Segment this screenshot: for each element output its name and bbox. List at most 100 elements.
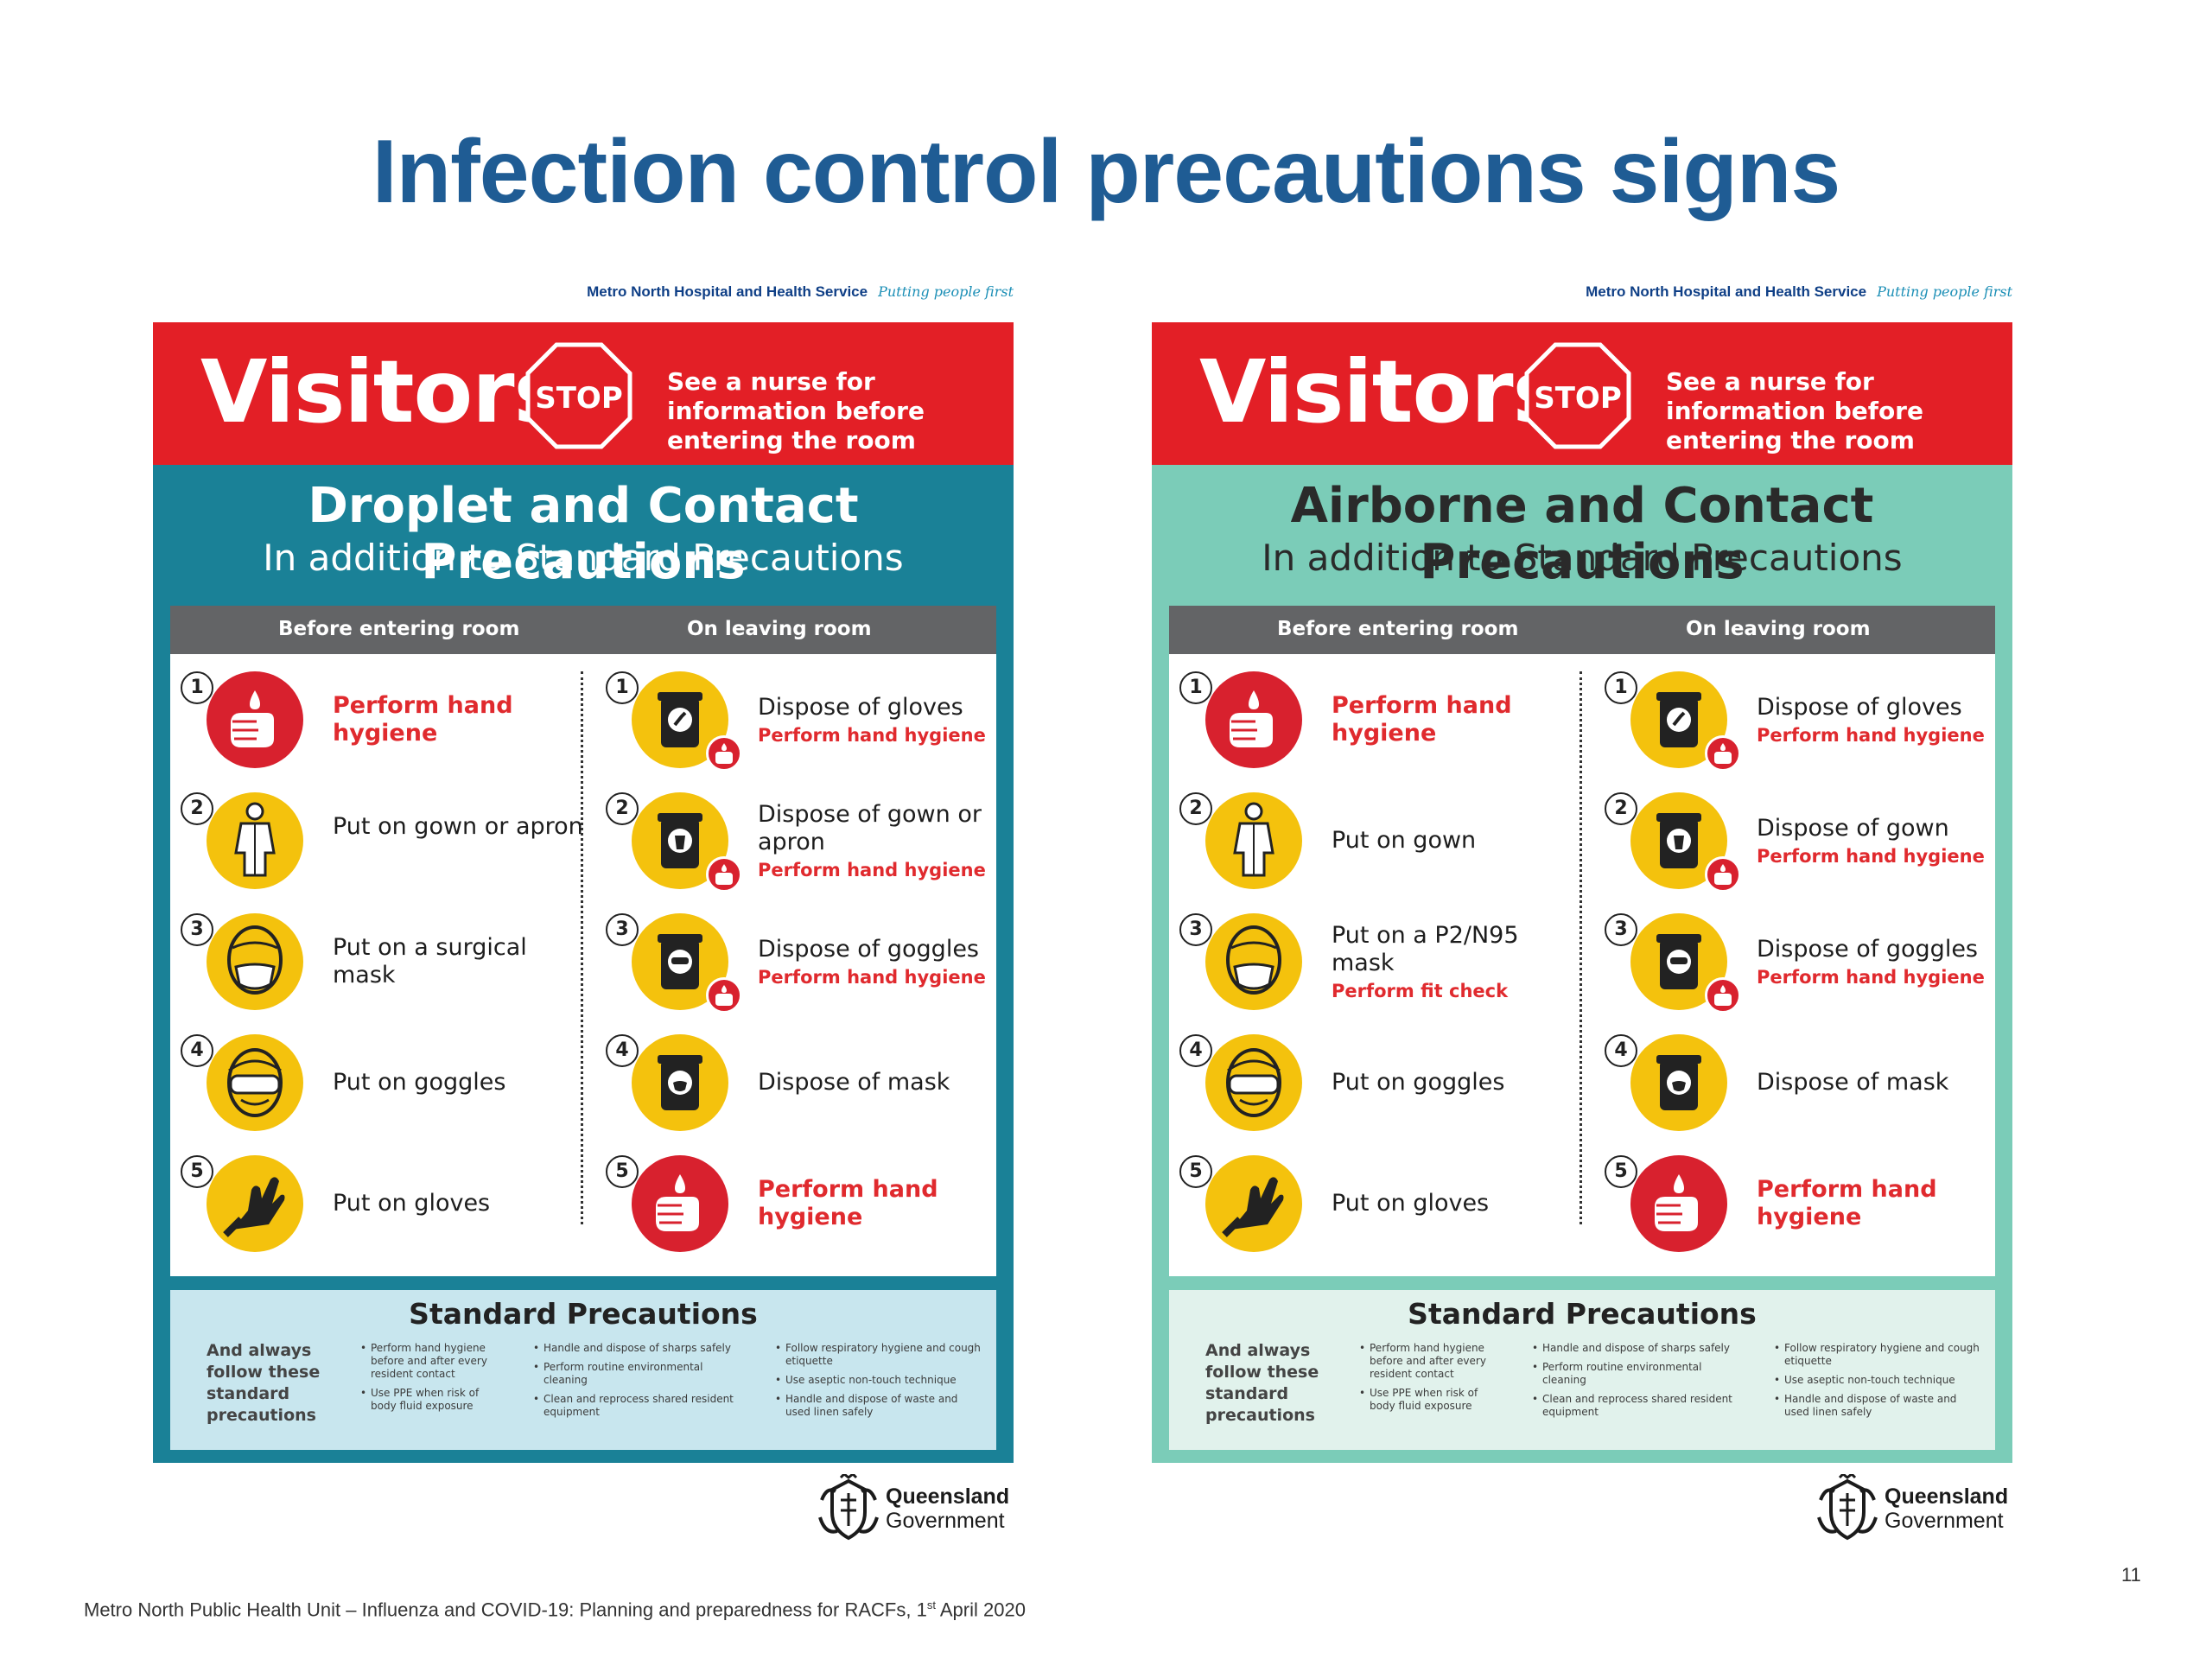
standard-precautions-panel: Standard Precautions And always follow t… <box>1169 1290 1995 1450</box>
poster-body: Visitors STOP See a nurse for informatio… <box>153 322 1014 1463</box>
visitors-banner: Visitors STOP See a nurse for informatio… <box>153 322 1014 465</box>
step-sub-label: Perform hand hygiene <box>1757 846 1985 867</box>
stop-label: STOP <box>535 381 623 416</box>
gown-icon <box>1205 792 1302 889</box>
small-hand-hygiene-icon <box>706 735 742 772</box>
org-name: Metro North Hospital and Health Service <box>1586 283 1867 300</box>
step-number: 4 <box>1179 1034 1212 1067</box>
standard-precaution-item: Use aseptic non-touch technique <box>1774 1374 1981 1387</box>
crest-icon <box>815 1474 882 1545</box>
standard-precaution-item: Clean and reprocess shared resident equi… <box>533 1393 749 1419</box>
before-step-5: 5 Put on gloves <box>170 1145 576 1252</box>
standard-precaution-item: Use aseptic non-touch technique <box>775 1374 982 1387</box>
mask-icon <box>207 913 303 1010</box>
step-label: Dispose of gown or apron <box>758 801 982 855</box>
standard-precaution-item: Perform hand hygiene before and after ev… <box>360 1342 503 1381</box>
step-label: Put on gloves <box>1332 1190 1490 1217</box>
bin-mask-icon <box>632 1034 728 1131</box>
bin-gown-icon <box>1630 792 1727 889</box>
column-divider <box>581 671 583 1224</box>
step-number: 3 <box>606 913 639 946</box>
step-number: 5 <box>606 1155 639 1188</box>
precautions-title: Airborne and Contact Precautions <box>1290 478 1874 590</box>
step-number: 1 <box>181 671 213 704</box>
bin-gloves-icon <box>1630 671 1727 768</box>
standard-precautions-title: Standard Precautions <box>409 1297 758 1331</box>
step-label: Put on gown or apron <box>333 813 583 840</box>
poster-body: Visitors STOP See a nurse for informatio… <box>1152 322 2012 1463</box>
precautions-subtitle: In addition to Standard Precautions <box>1262 537 1903 579</box>
step-label: Perform hand hygiene <box>333 692 513 747</box>
standard-precaution-item: Handle and dispose of sharps safely <box>1532 1342 1748 1355</box>
on-leaving-header: On leaving room <box>687 618 872 640</box>
column-divider <box>1580 671 1582 1224</box>
standard-precaution-item: Handle and dispose of sharps safely <box>533 1342 749 1355</box>
standard-precaution-item: Use PPE when risk of body fluid exposure <box>360 1387 503 1413</box>
step-sub-label: Perform hand hygiene <box>758 967 986 988</box>
footer-sup: st <box>926 1599 936 1611</box>
small-hand-hygiene-icon <box>1705 856 1741 893</box>
step-label: Put on a surgical mask <box>333 934 527 988</box>
crest-icon <box>1814 1474 1881 1545</box>
standard-precaution-item: Follow respiratory hygiene and cough eti… <box>1774 1342 1981 1368</box>
standard-list-col2: Handle and dispose of sharps safely Perfo… <box>1532 1342 1748 1425</box>
standard-precaution-item: Clean and reprocess shared resident equi… <box>1532 1393 1748 1419</box>
before-entering-header: Before entering room <box>1277 618 1519 640</box>
gown-icon <box>207 792 303 889</box>
step-number: 5 <box>1179 1155 1212 1188</box>
bin-mask-icon <box>1630 1034 1727 1131</box>
small-hand-hygiene-icon <box>706 856 742 893</box>
step-number: 2 <box>1605 792 1637 825</box>
step-number: 1 <box>606 671 639 704</box>
leaving-step-1: 1 Dispose of gloves Perform hand hygiene <box>595 661 1001 772</box>
org-line: Metro North Hospital and Health Service P… <box>587 283 1014 309</box>
standard-precaution-item: Use PPE when risk of body fluid exposure <box>1359 1387 1502 1413</box>
before-entering-header: Before entering room <box>278 618 520 640</box>
step-label: Perform hand hygiene <box>758 1176 938 1230</box>
step-number: 2 <box>181 792 213 825</box>
step-label: Dispose of gloves <box>1757 694 1962 721</box>
step-sub-label: Perform hand hygiene <box>1757 967 1985 988</box>
before-step-3: 3 Put on a surgical mask <box>170 903 576 1010</box>
goggles-icon <box>1205 1034 1302 1131</box>
step-label: Put on a P2/N95 mask <box>1332 922 1519 976</box>
small-hand-hygiene-icon <box>1705 977 1741 1014</box>
page-number: 11 <box>2121 1564 2141 1586</box>
goggles-icon <box>207 1034 303 1131</box>
standard-precaution-item: Handle and dispose of waste and used lin… <box>1774 1393 1981 1419</box>
step-number: 5 <box>181 1155 213 1188</box>
nurse-note: See a nurse for information before enter… <box>667 367 925 454</box>
visitors-heading: Visitors <box>200 341 565 442</box>
standard-precautions-intro: And always follow these standard precaut… <box>1205 1341 1319 1425</box>
footer-main: Metro North Public Health Unit – Influen… <box>84 1599 927 1621</box>
standard-precaution-item: Follow respiratory hygiene and cough eti… <box>775 1342 982 1368</box>
queensland-government-logo: Queensland Government <box>1814 1474 2012 1545</box>
standard-list-col1: Perform hand hygiene before and after ev… <box>1359 1342 1502 1419</box>
standard-list-col1: Perform hand hygiene before and after ev… <box>360 1342 503 1419</box>
tagline: Putting people first <box>1877 283 2012 300</box>
tagline: Putting people first <box>878 283 1014 300</box>
step-number: 1 <box>1605 671 1637 704</box>
logo-queensland-text: Queensland <box>1885 1484 2009 1509</box>
step-number: 3 <box>181 913 213 946</box>
leaving-step-2: 2 Dispose of gown Perform hand hygiene <box>1594 782 2000 893</box>
step-label: Perform hand hygiene <box>1757 1176 1937 1230</box>
step-number: 2 <box>1179 792 1212 825</box>
precautions-subtitle: In addition to Standard Precautions <box>263 537 904 579</box>
step-label: Dispose of mask <box>1757 1069 1949 1096</box>
on-leaving-header: On leaving room <box>1686 618 1871 640</box>
step-label: Put on gloves <box>333 1190 491 1217</box>
leaving-step-4: 4 Dispose of mask <box>595 1024 1001 1131</box>
logo-government-text: Government <box>886 1509 1005 1533</box>
footer-end: April 2020 <box>935 1599 1026 1621</box>
logo-government-text: Government <box>1885 1509 2004 1533</box>
steps-header: Before entering room On leaving room <box>1169 606 1995 654</box>
step-label: Dispose of mask <box>758 1069 950 1096</box>
step-number: 4 <box>1605 1034 1637 1067</box>
standard-precautions-title: Standard Precautions <box>1408 1297 1757 1331</box>
bin-gown-icon <box>632 792 728 889</box>
logo-queensland-text: Queensland <box>886 1484 1010 1509</box>
leaving-step-3: 3 Dispose of goggles Perform hand hygiene <box>595 903 1001 1014</box>
leaving-step-2: 2 Dispose of gown or apron Perform hand hy… <box>595 782 1001 893</box>
leaving-step-1: 1 Dispose of gloves Perform hand hygiene <box>1594 661 2000 772</box>
